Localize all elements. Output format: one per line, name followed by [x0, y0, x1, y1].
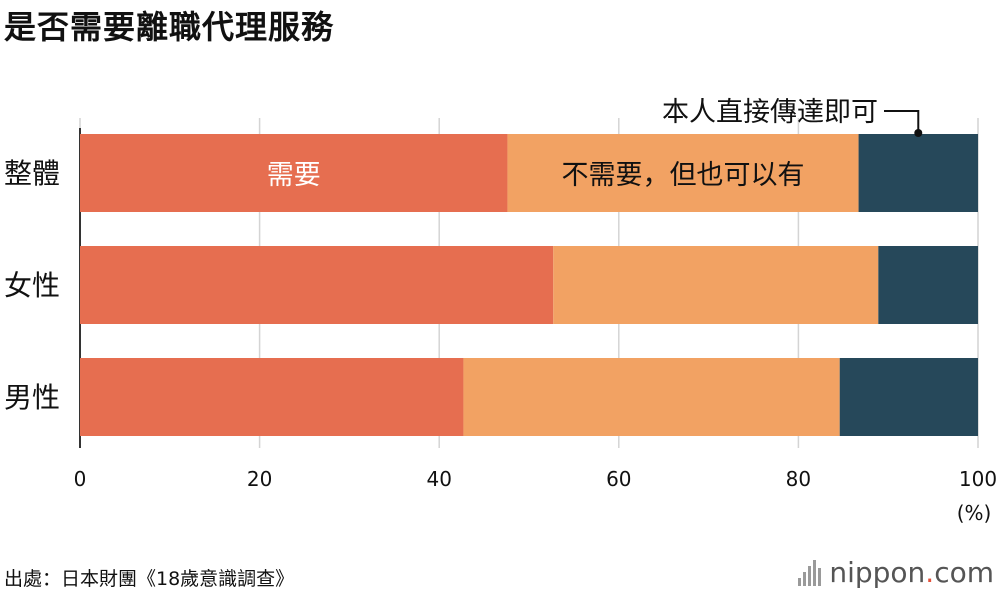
series-label: 本人直接傳達即可 — [662, 97, 878, 128]
logo-dot: . — [925, 556, 935, 589]
x-tick-label: 40 — [426, 467, 451, 491]
bar-segment — [553, 246, 879, 324]
bar-segment — [507, 134, 859, 212]
x-tick-label: 80 — [786, 467, 811, 491]
annotations: 需要 不需要，但也可以有 本人直接傳達即可 — [267, 97, 923, 191]
x-tick-label: 0 — [74, 467, 87, 491]
bars — [80, 134, 978, 436]
x-unit-label: (%) — [957, 501, 992, 525]
chart-title: 是否需要離職代理服務 — [4, 8, 335, 46]
category-label: 女性 — [4, 269, 60, 302]
x-tick-label: 20 — [247, 467, 272, 491]
category-label: 男性 — [4, 381, 60, 414]
bar-segment — [858, 134, 978, 212]
callout-line — [884, 110, 920, 133]
bar-segment — [80, 358, 464, 436]
series-label: 不需要，但也可以有 — [562, 160, 805, 191]
source-note: 出處：日本財團《18歲意識調查》 — [4, 568, 295, 590]
x-tick-label: 100 — [959, 467, 997, 491]
category-label: 整體 — [4, 157, 60, 190]
series-label: 需要 — [267, 160, 321, 191]
nippon-logo: nippon. com — [798, 556, 994, 589]
logo-mark-icon — [798, 559, 822, 586]
logo-tld: com — [934, 556, 994, 589]
bar-segment — [463, 358, 840, 436]
logo-name: nippon — [829, 556, 926, 589]
x-axis-ticks: 0 20 40 60 80 100 (%) — [74, 467, 997, 525]
bar-segment — [839, 358, 978, 436]
bar-segment — [878, 246, 978, 324]
x-tick-label: 60 — [606, 467, 631, 491]
bar-segment — [80, 246, 554, 324]
bar-segment — [80, 134, 508, 212]
